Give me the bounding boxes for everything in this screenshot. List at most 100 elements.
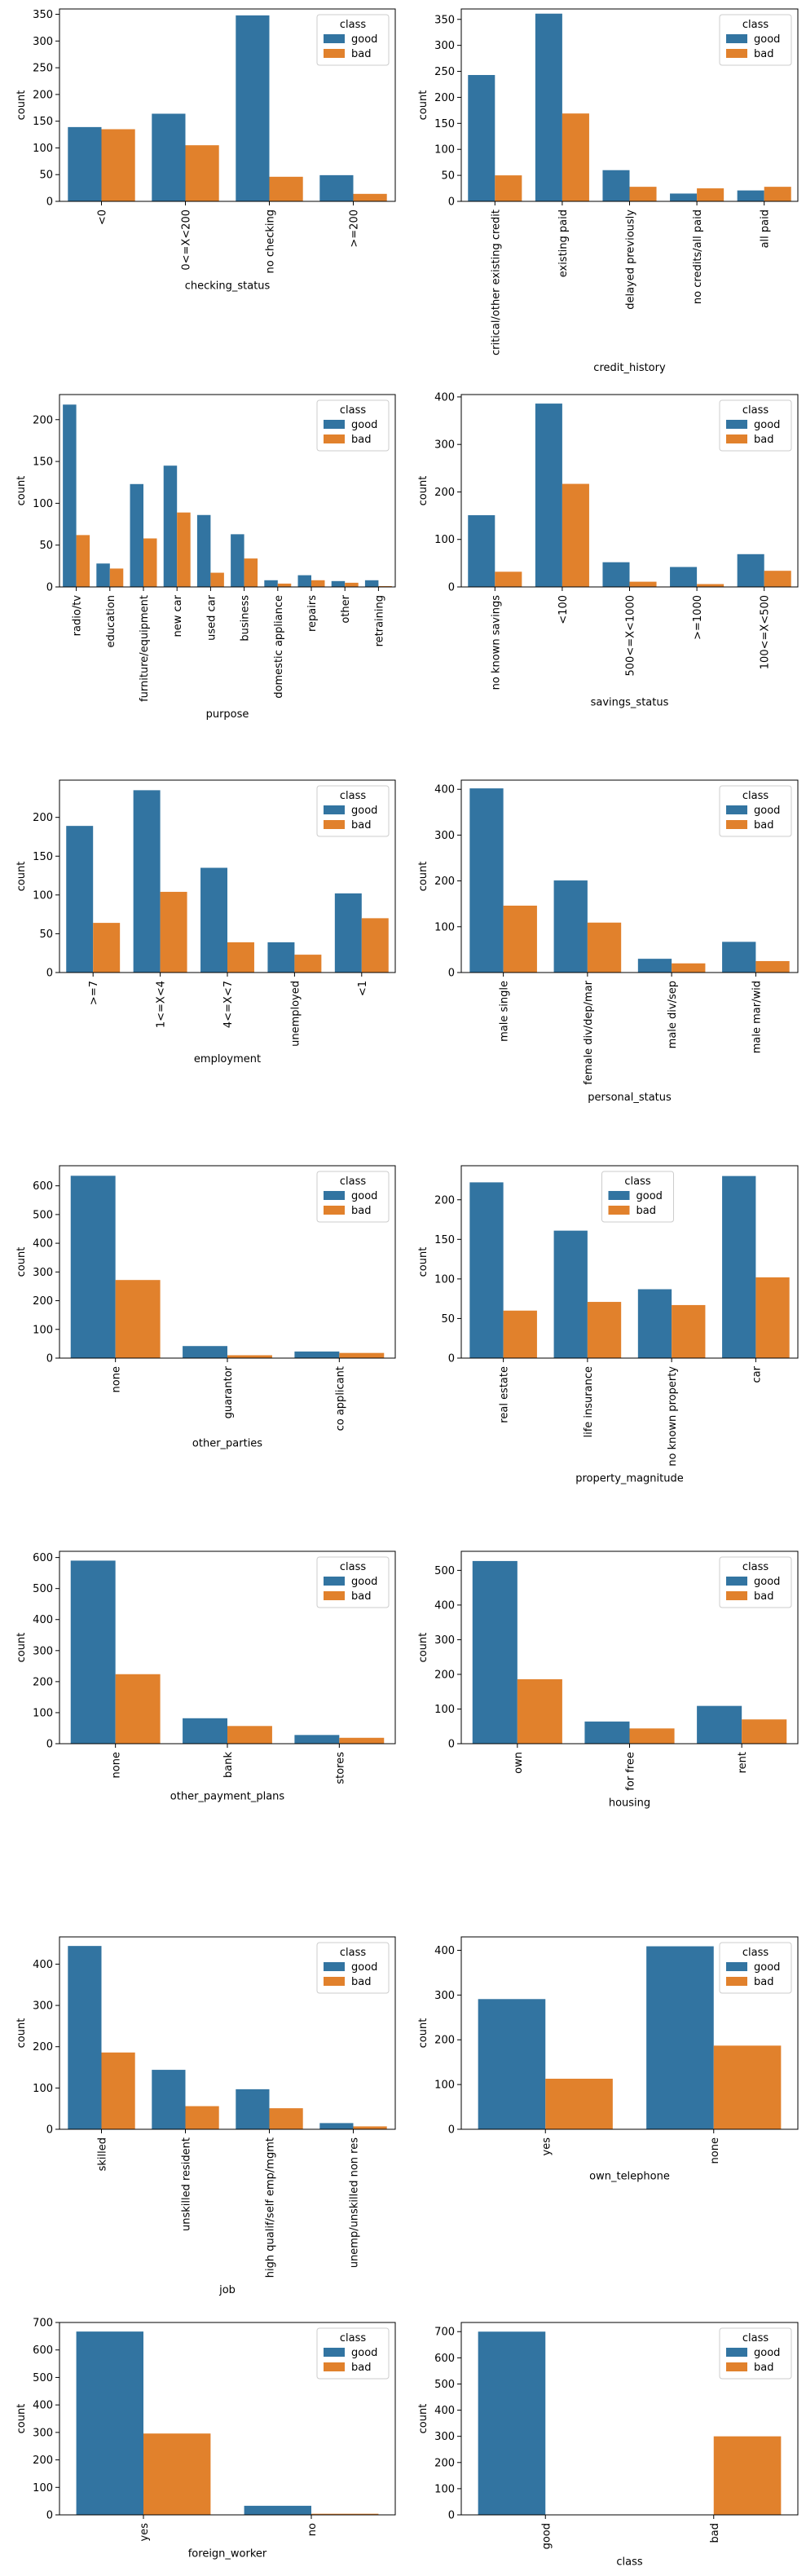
bar-bad-3 <box>697 188 725 201</box>
x-tick-label: <0 <box>97 210 109 225</box>
x-tick-label: 4<=X<7 <box>222 981 235 1028</box>
x-tick-label: car <box>751 1365 763 1383</box>
bar-good-0 <box>469 788 504 973</box>
bar-good-8 <box>331 580 346 587</box>
y-tick-label: 400 <box>33 1959 53 1971</box>
bar-good-3 <box>319 2123 354 2129</box>
chart-panel-housing: 0 100 200 300 400 500 own for free rent housing co… <box>417 1550 799 1810</box>
y-tick-label: 50 <box>39 540 53 552</box>
y-axis-label: count <box>15 2018 28 2049</box>
y-tick-label: 400 <box>434 391 455 404</box>
y-tick-label: 300 <box>434 830 455 842</box>
x-axis-label: class <box>616 2556 642 2568</box>
legend-title: class <box>340 1176 366 1188</box>
y-tick-label: 0 <box>46 2510 53 2522</box>
legend-label-bad: bad <box>636 1205 656 1217</box>
bar-good-3 <box>670 193 698 201</box>
y-tick-label: 0 <box>46 1739 53 1751</box>
bar-good-0 <box>66 826 94 973</box>
x-tick-label: new car <box>172 594 184 637</box>
y-tick-label: 200 <box>33 1295 53 1308</box>
axes-frame <box>460 1936 799 2130</box>
y-tick-label: 0 <box>448 2124 455 2137</box>
bar-good-4 <box>737 190 764 201</box>
chart-panel-class: 0 100 200 300 400 500 600 700 good bad class count c… <box>417 2322 799 2568</box>
x-tick-label: co applicant <box>334 1366 346 1431</box>
bar-bad-2 <box>227 942 254 973</box>
legend-title: class <box>742 1947 769 1959</box>
x-tick-label: for free <box>625 1752 637 1791</box>
bar-bad-6 <box>277 583 292 587</box>
legend-label-good: good <box>351 1190 377 1202</box>
bar-bad-2 <box>629 581 657 587</box>
x-axis-label: property_magnitude <box>575 1473 683 1485</box>
y-tick-label: 200 <box>434 1194 455 1206</box>
legend-label-bad: bad <box>351 434 371 446</box>
legend: class good bad <box>719 14 792 66</box>
legend-title: class <box>742 2332 769 2344</box>
legend-swatch-bad <box>324 1206 345 1215</box>
legend-label-bad: bad <box>351 1590 371 1603</box>
legend-swatch-good <box>726 1962 747 1971</box>
x-tick-label: female div/dep/mar <box>583 980 595 1084</box>
bar-bad-7 <box>311 580 325 587</box>
x-tick-label: yes <box>540 2137 553 2156</box>
chart-panel-own_telephone: 0 100 200 300 400 yes none own_telephone count cl… <box>417 1936 799 2182</box>
legend-title: class <box>340 790 366 802</box>
bar-bad-4 <box>764 571 791 587</box>
x-axis-label: employment <box>194 1053 261 1065</box>
bar-good-1 <box>183 1346 227 1358</box>
x-axis-label: checking_status <box>185 280 271 293</box>
axes-frame <box>460 2322 799 2516</box>
legend-label-good: good <box>754 2347 780 2359</box>
bar-bad-1 <box>587 922 622 973</box>
legend-title: class <box>340 19 366 31</box>
y-tick-label: 600 <box>33 1552 53 1564</box>
bar-bad-2 <box>339 1737 385 1744</box>
y-tick-label: 150 <box>434 1234 455 1246</box>
legend-label-bad: bad <box>754 1590 773 1603</box>
y-tick-label: 0 <box>448 196 455 209</box>
legend-title: class <box>340 1561 366 1573</box>
y-tick-label: 400 <box>434 1945 455 1957</box>
legend-swatch-bad <box>324 820 345 829</box>
bar-bad-3 <box>697 584 725 587</box>
bar-bad-2 <box>269 2108 303 2129</box>
y-tick-label: 500 <box>434 1565 455 1577</box>
y-axis-label: count <box>417 862 429 892</box>
y-tick-label: 0 <box>46 1353 53 1365</box>
bar-bad-1 <box>311 2513 379 2515</box>
legend-swatch-good <box>324 34 345 43</box>
y-tick-label: 200 <box>33 812 53 824</box>
bar-good-1 <box>152 2070 186 2129</box>
y-tick-label: 600 <box>434 2353 455 2365</box>
chart-panel-savings_status: 0 100 200 300 400 no known savings <100 500<=X<… <box>417 391 799 708</box>
x-tick-label: high qualif/self emp/mgmt <box>265 2137 277 2278</box>
y-tick-label: 600 <box>33 1180 53 1193</box>
bar-good-5 <box>231 534 244 587</box>
bar-bad-0 <box>503 905 537 973</box>
legend-label-bad: bad <box>351 48 371 60</box>
bar-good-0 <box>68 126 102 201</box>
y-tick-label: 100 <box>33 1324 53 1336</box>
y-tick-label: 500 <box>434 2379 455 2391</box>
x-axis-label: job <box>218 2284 236 2296</box>
legend-swatch-bad <box>726 820 747 829</box>
chart-panel-personal_status: 0 100 200 300 400 male single female div/dep/m… <box>417 779 799 1104</box>
bar-good-2 <box>294 1735 340 1744</box>
legend: class good bad <box>719 2327 792 2380</box>
x-tick-label: delayed previously <box>625 210 637 310</box>
x-tick-label: unemployed <box>289 981 302 1047</box>
y-tick-label: 200 <box>33 2041 53 2053</box>
y-tick-label: 200 <box>33 414 53 426</box>
y-axis-label: count <box>417 2404 429 2434</box>
x-tick-label: no checking <box>265 210 277 274</box>
chart-panel-checking_status: 0 50 100 150 200 250 300 350 <0 0<=X<200 no checki… <box>15 8 396 293</box>
bar-good-2 <box>637 959 672 973</box>
bar-good-9 <box>364 580 379 587</box>
legend-label-bad: bad <box>351 819 371 831</box>
x-tick-label: none <box>111 1366 123 1392</box>
y-tick-label: 0 <box>46 968 53 980</box>
bar-good-1 <box>553 1230 588 1358</box>
bar-bad-0 <box>101 2052 135 2129</box>
